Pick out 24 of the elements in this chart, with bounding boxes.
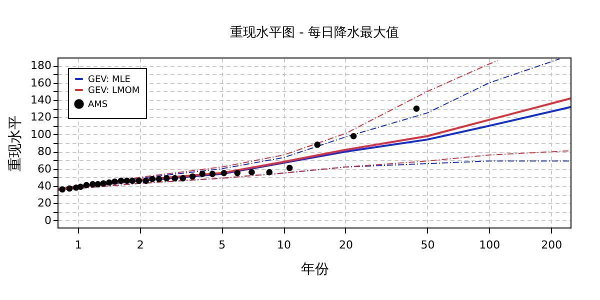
y-tick-label: 0 [44, 214, 52, 227]
legend-label: AMS [88, 100, 108, 110]
chart-title: 重现水平图 - 每日降水最大值 [230, 26, 399, 40]
y-tick-label: 60 [38, 162, 52, 176]
x-tick-label: 10 [277, 238, 292, 252]
legend-label: GEV: MLE [88, 75, 131, 85]
x-tick-label: 100 [479, 238, 500, 252]
y-tick-label: 160 [30, 76, 52, 90]
y-axis-title: 重现水平 [8, 116, 24, 172]
y-tick-label: 80 [38, 145, 52, 158]
y-tick-label: 100 [30, 128, 52, 141]
x-tick-label: 50 [420, 238, 435, 252]
y-tick-label: 180 [30, 59, 52, 72]
x-tick-label: 5 [218, 238, 226, 252]
y-tick-label: 20 [38, 196, 52, 210]
x-tick-label: 200 [541, 238, 562, 252]
y-tick-label: 140 [30, 94, 52, 107]
x-tick-label: 2 [136, 238, 144, 252]
y-tick-label: 120 [30, 110, 52, 124]
legend-label: GEV: LMOM [88, 86, 140, 96]
x-tick-label: 1 [74, 238, 82, 252]
x-tick-label: 20 [338, 238, 353, 252]
x-axis-title: 年份 [301, 262, 329, 278]
y-tick-label: 40 [38, 179, 52, 192]
